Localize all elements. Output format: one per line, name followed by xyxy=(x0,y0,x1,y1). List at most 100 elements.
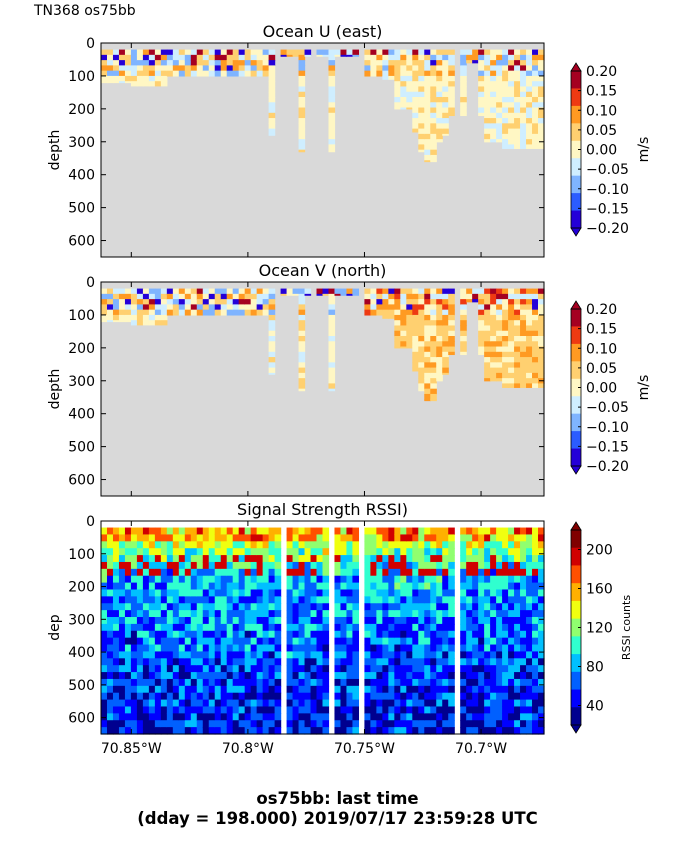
heatmap-cell xyxy=(508,362,515,369)
heatmap-cell xyxy=(430,160,437,163)
heatmap-cell xyxy=(262,293,270,300)
heatmap-cell xyxy=(148,561,156,570)
heatmap-cell xyxy=(460,630,467,639)
heatmap-cell xyxy=(466,672,473,680)
heatmap-cell xyxy=(196,65,204,72)
heatmap-cell xyxy=(502,118,509,124)
heatmap-cell xyxy=(298,288,306,295)
heatmap-cell xyxy=(304,596,312,604)
heatmap-cell xyxy=(214,309,222,316)
heatmap-cell xyxy=(418,144,425,151)
heatmap-cell xyxy=(496,118,503,124)
heatmap-cell xyxy=(538,372,545,379)
heatmap-cell xyxy=(118,644,126,653)
heatmap-cell xyxy=(508,139,515,146)
heatmap-cell xyxy=(448,107,455,114)
heatmap-cell xyxy=(370,685,377,694)
heatmap-cell xyxy=(448,54,455,61)
heatmap-cell xyxy=(244,582,252,591)
heatmap-cell xyxy=(196,309,204,316)
heatmap-cell xyxy=(376,527,383,536)
heatmap-cell xyxy=(394,81,401,88)
heatmap-cell xyxy=(274,582,282,591)
heatmap-cell xyxy=(388,672,395,680)
heatmap-cell xyxy=(226,65,234,72)
heatmap-cell xyxy=(508,107,515,114)
heatmap-cell xyxy=(184,644,192,653)
heatmap-cell xyxy=(520,107,527,114)
heatmap-cell xyxy=(406,596,413,604)
heatmap-cell xyxy=(508,128,515,135)
heatmap-cell xyxy=(532,139,539,146)
heatmap-cell xyxy=(448,727,455,735)
heatmap-cell xyxy=(532,70,539,77)
heatmap-cell xyxy=(142,527,150,536)
heatmap-cell xyxy=(478,330,485,337)
heatmap-cell xyxy=(214,541,222,549)
heatmap-cell xyxy=(502,713,509,721)
heatmap-cell xyxy=(124,658,132,666)
y-tick-label: 0 xyxy=(86,275,95,291)
heatmap-cell xyxy=(142,720,150,728)
heatmap-cell xyxy=(268,60,276,66)
heatmap-cell xyxy=(484,637,491,646)
heatmap-cell xyxy=(310,617,318,625)
heatmap-cell xyxy=(334,672,342,680)
heatmap-cell xyxy=(436,299,443,305)
heatmap-cell xyxy=(514,727,521,735)
heatmap-cell xyxy=(274,644,282,653)
heatmap-cell xyxy=(436,314,443,321)
heatmap-cell xyxy=(424,399,431,402)
heatmap-cell xyxy=(436,603,443,611)
heatmap-cell xyxy=(526,582,533,591)
heatmap-cell xyxy=(172,727,180,735)
heatmap-cell xyxy=(101,75,108,82)
heatmap-cell xyxy=(232,589,240,597)
heatmap-cell xyxy=(412,304,419,311)
heatmap-cell xyxy=(424,582,431,591)
heatmap-cell xyxy=(262,70,270,77)
heatmap-cell xyxy=(124,713,132,721)
heatmap-cell xyxy=(142,706,150,714)
heatmap-cell xyxy=(538,720,545,728)
heatmap-cell xyxy=(484,727,491,735)
heatmap-cell xyxy=(346,534,354,542)
heatmap-cell xyxy=(112,596,120,604)
heatmap-cell xyxy=(424,341,431,348)
heatmap-cell xyxy=(310,658,318,666)
heatmap-cell xyxy=(226,54,234,61)
heatmap-cell xyxy=(418,727,425,735)
heatmap-cell xyxy=(190,706,198,714)
heatmap-cell xyxy=(154,637,162,646)
heatmap-cell xyxy=(418,75,425,82)
heatmap-cell xyxy=(388,720,395,728)
heatmap-cell xyxy=(316,561,324,570)
heatmap-cell xyxy=(112,60,120,66)
heatmap-cell xyxy=(478,320,485,327)
heatmap-cell xyxy=(490,582,497,591)
heatmap-cell xyxy=(436,727,443,735)
heatmap-cell xyxy=(106,610,114,618)
heatmap-cell xyxy=(496,582,503,591)
heatmap-cell xyxy=(442,637,449,646)
heatmap-cell xyxy=(514,637,521,646)
heatmap-cell xyxy=(424,288,431,295)
heatmap-cell xyxy=(490,623,497,632)
heatmap-cell xyxy=(268,720,276,728)
heatmap-cell xyxy=(424,534,431,542)
heatmap-cell xyxy=(514,362,521,369)
heatmap-cell xyxy=(250,54,258,61)
heatmap-cell xyxy=(496,341,503,348)
heatmap-cell xyxy=(406,65,413,72)
heatmap-cell xyxy=(400,672,407,680)
heatmap-cell xyxy=(208,685,216,694)
heatmap-cell xyxy=(508,293,515,300)
heatmap-cell xyxy=(101,685,108,694)
heatmap-cell xyxy=(160,548,168,556)
heatmap-cell xyxy=(238,293,246,300)
heatmap-cell xyxy=(160,644,168,653)
heatmap-cell xyxy=(448,699,455,708)
heatmap-cell xyxy=(514,288,521,295)
heatmap-cell xyxy=(376,582,383,591)
heatmap-cell xyxy=(430,314,437,321)
